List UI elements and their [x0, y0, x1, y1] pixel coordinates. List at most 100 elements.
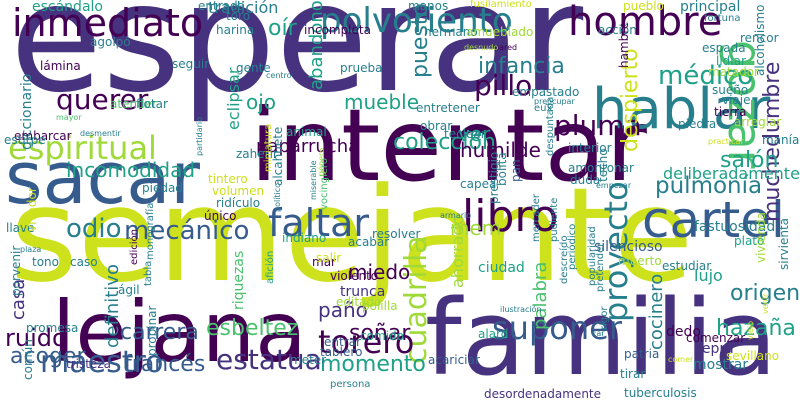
word-persona: persona — [330, 379, 371, 390]
word-tuberculosis: tuberculosis — [624, 386, 697, 400]
word-mueble: mueble — [344, 90, 420, 114]
word-hombre: hombre — [568, 0, 723, 45]
word-violento: violento — [330, 269, 379, 283]
word-pretender: pretender — [595, 242, 606, 292]
word-tradicion: tradición — [208, 0, 279, 17]
word-mar: mar — [312, 255, 336, 269]
word-car: car — [592, 329, 605, 338]
word-caso: caso — [70, 255, 98, 269]
word-acariciar: acariciar — [428, 353, 480, 367]
word-animal: animal — [286, 125, 327, 139]
word-amontonar: amontonar — [568, 161, 634, 175]
word-editado: editado — [336, 295, 382, 309]
word-tabla: tabla — [143, 260, 154, 286]
word-trunca: trunca — [340, 284, 386, 300]
word-pueblo: pueblo — [623, 0, 664, 13]
word-lepra: lepra — [698, 341, 734, 357]
word-querer: querer — [56, 83, 149, 116]
word-acoger: acoger — [10, 344, 86, 369]
word-eclipsar: eclipsar — [224, 67, 243, 130]
word-esperar: esperar — [10, 0, 584, 126]
word-acabar: acabar — [348, 235, 390, 249]
word-comenzar: comenzar — [686, 331, 746, 345]
word-matador: matador — [708, 65, 759, 79]
word-propinar: propinar — [145, 305, 159, 356]
word-venir: venir — [761, 293, 770, 314]
word-harina: harina — [216, 23, 255, 37]
word-indiano: indiano — [282, 231, 327, 245]
word-mayor: mayor — [56, 113, 82, 122]
word-periodico: periódico — [567, 223, 578, 270]
word-entretener: entretener — [416, 101, 480, 115]
word-mostrar: mostrar — [693, 357, 749, 373]
word-salir: salir — [316, 251, 342, 265]
word-origen: origen — [730, 281, 800, 306]
word-salon: salón — [720, 148, 779, 173]
word-lejana: lejana — [52, 283, 307, 381]
word-espiritual: espiritual — [8, 129, 157, 167]
word-agolpo: agolpó — [90, 35, 131, 49]
word-desordenadamente: desordenadamente — [484, 387, 602, 400]
word-pared: pared — [494, 43, 518, 52]
word-practicar: practicar — [708, 137, 744, 146]
word-comun: común — [21, 339, 35, 380]
word-monografia: monografía — [145, 202, 156, 260]
word-plato: plato — [734, 234, 765, 248]
word-definitivo: definitivo — [102, 264, 123, 348]
word-vivienda: vivienda — [754, 212, 768, 263]
word-odio: odio — [66, 214, 122, 244]
word-humilde: humilde — [460, 138, 541, 162]
word-tablero: tablero — [320, 345, 363, 359]
word-escandalo: escándalo — [32, 0, 103, 15]
word-torero: torero — [318, 323, 415, 361]
word-pano: paño — [318, 298, 368, 322]
word-meter: meter — [290, 353, 327, 367]
word-sirvienta: sirvienta — [777, 217, 791, 270]
word-tristeza: tristeza — [66, 357, 111, 371]
word-espada: espada — [702, 41, 746, 55]
word-incomodidad: incomodidad — [66, 158, 196, 182]
word-obrar: obrar — [420, 119, 453, 133]
word-paparrucha: paparrucha — [256, 136, 360, 157]
word-silencioso: silencioso — [594, 239, 663, 255]
word-infancia: infancia — [478, 54, 565, 79]
word-fortuna: fortuna — [704, 13, 741, 24]
word-maestro: maestro — [40, 345, 164, 380]
word-sonar: soñar — [349, 321, 411, 346]
word-suponer: suponer — [492, 309, 622, 347]
word-vivador: vivador — [25, 187, 39, 232]
word-fusilamiento: fusilamiento — [470, 0, 532, 10]
word-piedra: piedra — [678, 117, 717, 131]
word-estatua: estatua — [216, 343, 322, 376]
word-interior: interior — [568, 141, 612, 155]
word-tono: tono — [32, 255, 59, 269]
word-palabra: palabra — [530, 261, 551, 330]
word-momento: momento — [320, 352, 426, 377]
word-accion: acción — [598, 23, 637, 37]
word-politico: político — [273, 182, 282, 212]
word-ver: ver — [458, 122, 491, 146]
word-sacar: sacar — [5, 136, 200, 220]
word-tirar: tirar — [620, 367, 646, 381]
word-rigor: rigor — [599, 306, 610, 330]
word-duda: duda — [570, 173, 601, 187]
word-abandono: abandono — [306, 0, 327, 90]
word-promesa: promesa — [26, 321, 79, 335]
word-teclear: teclear — [444, 127, 486, 141]
word-esbeltez: esbeltez — [206, 316, 299, 341]
word-frances: francés — [124, 352, 206, 377]
word-agil: ágil — [118, 283, 140, 297]
word-ridiculo: ridículo — [216, 196, 261, 210]
word-incompleta: incompleta — [304, 23, 371, 37]
word-deliberadamente: deliberadamente — [663, 164, 800, 183]
word-entrar: entrar — [324, 335, 361, 349]
word-riquezas: riquezas — [231, 250, 247, 310]
word-entrada: entrada — [198, 0, 245, 13]
word-plaza: plaza — [20, 245, 42, 254]
word-aficion: afición — [265, 250, 276, 284]
word-cocinero: cocinero — [646, 273, 667, 350]
word-resolver: resolver — [372, 227, 421, 241]
word-ojo: ojo — [246, 90, 277, 114]
word-rencor: rencor — [740, 31, 779, 45]
